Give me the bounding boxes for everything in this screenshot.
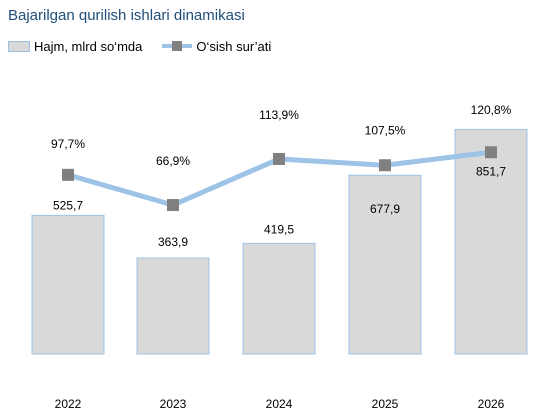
bar-value-label-2023: 363,9: [158, 235, 188, 249]
chart-title: Bajarilgan qurilish ishlari dinamikasi: [8, 7, 245, 24]
bar-2022: [31, 214, 105, 355]
x-tick-label-2023: 2023: [160, 397, 187, 410]
growth-value-label-2024: 113,9%: [259, 108, 299, 122]
bar-2025: [348, 174, 422, 355]
growth-marker-2026: [485, 146, 497, 159]
legend: Hajm, mlrd so‘mda O‘sish sur’ati: [8, 37, 291, 55]
legend-label-growth: O‘sish sur’ati: [196, 38, 272, 54]
growth-marker-2025: [379, 159, 391, 172]
legend-item-growth: O‘sish sur’ati: [162, 39, 271, 54]
legend-item-volume: Hajm, mlrd so‘mda: [8, 39, 142, 54]
bar-value-label-2026: 851,7: [476, 164, 506, 178]
x-tick-label-2024: 2024: [266, 397, 293, 410]
x-tick-label-2025: 2025: [372, 397, 399, 410]
x-tick-label-2026: 2026: [478, 397, 505, 410]
bar-value-label-2024: 419,5: [264, 222, 294, 236]
growth-value-label-2026: 120,8%: [471, 103, 512, 117]
growth-value-label-2023: 66,9%: [156, 154, 190, 168]
bar-2023: [136, 257, 210, 355]
bar-2026: [454, 128, 528, 355]
growth-value-label-2022: 97,7%: [51, 137, 85, 151]
growth-marker-2022: [62, 168, 74, 181]
x-tick-label-2022: 2022: [55, 397, 82, 410]
legend-bar-swatch: [8, 40, 30, 52]
legend-line-swatch: [162, 40, 193, 52]
growth-value-label-2025: 107,5%: [365, 123, 406, 137]
bar-value-label-2022: 525,7: [53, 198, 83, 212]
bar-value-label-2025: 677,9: [370, 202, 400, 216]
growth-marker-2024: [273, 152, 285, 165]
legend-label-volume: Hajm, mlrd so‘mda: [34, 38, 143, 54]
bar-2024: [242, 242, 316, 355]
growth-marker-2023: [167, 199, 179, 212]
